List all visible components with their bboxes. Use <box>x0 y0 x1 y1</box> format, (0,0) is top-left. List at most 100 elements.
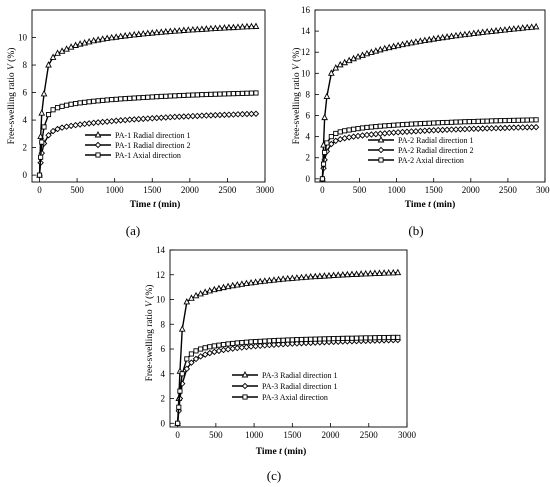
data-point-diamond <box>279 340 287 348</box>
data-point-square <box>364 124 370 130</box>
x-tick-label: 2500 <box>499 185 518 195</box>
data-point-diamond <box>252 342 259 350</box>
x-axis-label-text: Time <box>130 200 153 210</box>
data-point-triangle <box>345 56 353 64</box>
data-point-square <box>59 103 65 109</box>
x-axis-label-variable: t <box>428 200 431 210</box>
legend-entry: PA-2 Radial direction 1 <box>398 136 473 145</box>
data-point-diamond <box>211 348 218 356</box>
data-point-triangle <box>192 291 200 299</box>
x-axis-label: Time t (min) <box>405 199 456 210</box>
data-point-triangle <box>457 31 464 38</box>
data-point-square <box>377 123 383 129</box>
data-point-diamond <box>153 114 161 122</box>
y-axis-label-unit: (%) <box>6 48 17 65</box>
data-point-triangle <box>372 47 380 54</box>
data-point-diamond <box>221 111 228 119</box>
legend-marker-square <box>95 152 101 158</box>
data-point-square <box>426 120 432 126</box>
data-point-triangle <box>321 113 328 121</box>
data-point-square <box>198 346 204 352</box>
legend-marker-square <box>378 157 384 163</box>
data-point-diamond <box>149 115 156 122</box>
data-point-diamond <box>85 120 93 127</box>
data-point-diamond <box>515 124 522 131</box>
data-point-diamond <box>385 129 393 137</box>
panel-label-c: (c) <box>267 468 281 483</box>
data-point-triangle <box>58 47 66 54</box>
x-axis-label-variable: t <box>279 447 282 457</box>
data-point-diamond <box>230 111 237 118</box>
data-point-square <box>506 117 512 124</box>
data-point-triangle <box>350 54 357 62</box>
data-point-triangle <box>99 35 106 42</box>
legend-entry: PA-2 Radial direction 2 <box>398 146 473 155</box>
data-point-triangle <box>389 268 397 276</box>
data-point-triangle <box>385 269 392 276</box>
data-point-triangle <box>470 29 478 36</box>
legend-entry: PA-3 Axial direction <box>262 393 328 402</box>
data-point-triangle <box>252 22 260 29</box>
data-point-square <box>520 117 526 123</box>
y-tick-label: 4 <box>23 115 28 125</box>
data-point-square <box>185 92 191 98</box>
data-point-square <box>319 176 325 182</box>
data-point-square <box>328 134 334 140</box>
data-point-square <box>234 340 240 346</box>
data-point-square <box>253 90 259 96</box>
data-point-diamond <box>167 113 174 121</box>
data-point-triangle <box>211 285 218 293</box>
data-point-square <box>163 93 169 99</box>
panel-label-b: (b) <box>408 223 423 238</box>
data-point-square <box>431 120 437 126</box>
x-tick-label: 1000 <box>106 185 125 195</box>
data-point-square <box>211 343 217 349</box>
data-point-square <box>208 91 214 97</box>
data-point-square <box>91 98 97 104</box>
y-tick-label: 2 <box>161 394 166 404</box>
x-tick-label: 2000 <box>462 185 481 195</box>
data-point-triangle <box>45 61 52 68</box>
data-point-triangle <box>178 325 186 332</box>
data-point-diamond <box>183 365 191 373</box>
data-point-triangle <box>327 69 335 76</box>
y-tick-label: 0 <box>161 418 166 428</box>
plot-frame <box>314 9 546 183</box>
data-point-triangle <box>243 279 250 286</box>
data-point-diamond <box>452 126 460 133</box>
data-point-diamond <box>434 126 442 134</box>
data-point-diamond <box>220 346 227 354</box>
data-point-square <box>303 336 309 342</box>
data-point-square <box>175 420 181 426</box>
data-point-square <box>390 334 396 340</box>
data-point-diamond <box>216 111 224 119</box>
legend-marker-diamond <box>377 146 385 154</box>
data-point-square <box>484 118 490 124</box>
data-point-triangle <box>103 34 111 41</box>
data-point-diamond <box>256 342 264 350</box>
data-point-diamond <box>408 128 415 135</box>
data-point-triangle <box>144 29 152 36</box>
data-point-square <box>372 335 378 341</box>
data-point-square <box>368 124 374 130</box>
data-point-square <box>82 99 88 105</box>
data-point-triangle <box>492 27 500 34</box>
data-point-square <box>448 119 455 125</box>
data-point-triangle <box>348 270 356 277</box>
data-point-square <box>188 351 194 357</box>
data-point-square <box>36 172 43 178</box>
data-point-square <box>386 122 392 129</box>
data-point-triangle <box>412 38 420 45</box>
legend-marker-triangle <box>377 136 385 143</box>
data-point-square <box>453 119 459 125</box>
data-point-square <box>149 94 155 100</box>
data-point-diamond <box>81 120 88 128</box>
data-point-square <box>359 125 366 131</box>
data-point-diamond <box>448 126 455 133</box>
x-axis-label-unit: (min) <box>156 199 181 210</box>
x-tick-label: 500 <box>353 185 367 195</box>
data-point-square <box>355 126 361 132</box>
x-axis-label: Time t (min) <box>130 199 181 210</box>
data-point-square <box>321 336 327 342</box>
x-tick-label: 1500 <box>425 185 444 195</box>
